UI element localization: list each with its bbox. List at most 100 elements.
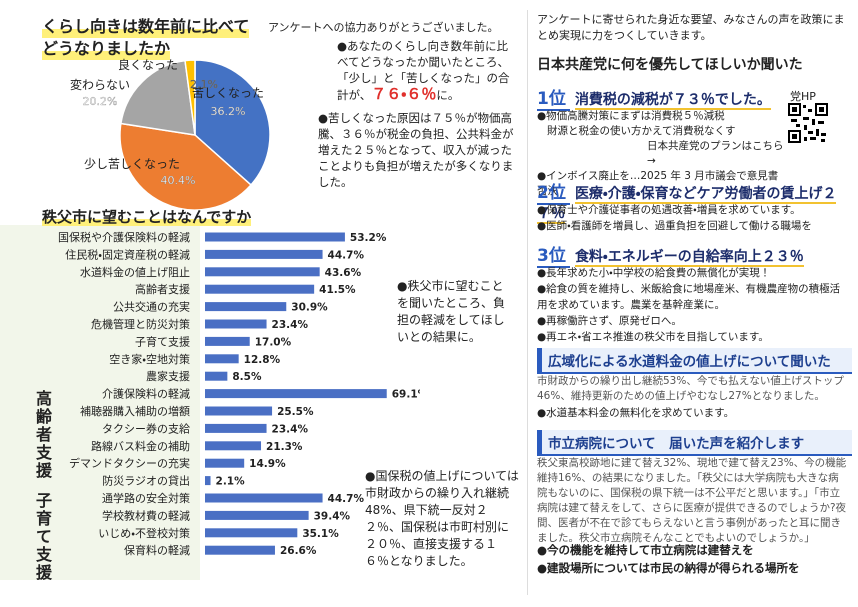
item: ●再エネ・省エネ推進の秩父市を目指しています。 — [537, 331, 769, 343]
category-label: 国保税や介護保険料の軽減 — [58, 230, 190, 244]
value-label: 17.0% — [255, 336, 292, 348]
value-label: 23.4% — [272, 423, 309, 435]
intro: アンケートへの協力ありがとうございました。 — [268, 21, 499, 34]
list: ●長年求めた小・中学校の給食費の無償化が実現！ ●給食の質を維持し、米飯給食に地… — [537, 265, 849, 345]
value-label: 8.5% — [232, 371, 262, 383]
bar — [205, 545, 275, 555]
paragraph: ●苦しくなった原因は７５％が物価高騰、３６％が税金の負担、公共料金が増えた２５％… — [318, 111, 514, 189]
slice-label: 少し苦しくなった — [84, 157, 180, 171]
value-label: 26.6% — [280, 545, 317, 557]
value-label: 14.9% — [249, 458, 286, 470]
text: ●あなたのくらし向き数年前に比べてどうなったか聞いたところ、「少し」と「苦しくな… — [337, 39, 510, 102]
category-label: 補聴器購入補助の増額 — [80, 404, 190, 418]
slice-label: 変わらない — [70, 77, 130, 92]
item: ●水道基本料金の無料化を求めています。 — [537, 407, 735, 419]
paragraph: ●あなたのくらし向き数年前に比べてどうなったか聞いたところ、「少し」と「苦しくな… — [337, 38, 515, 103]
group-label: 子育て支援 — [33, 492, 52, 582]
category-label: 介護保険料の軽減 — [102, 387, 190, 401]
pie-slice — [119, 122, 252, 211]
value-label: 23.4% — [272, 319, 309, 331]
category-label: 住民税・固定資産税の軽減 — [65, 247, 190, 261]
pie-slice — [184, 59, 196, 136]
group-label: 高齢者支援 — [33, 390, 52, 480]
category-label: 高齢者支援 — [135, 282, 190, 296]
bar — [205, 249, 323, 259]
category-label: 危機管理と防災対策 — [91, 317, 190, 331]
category-label: デマンドタクシーの充実 — [69, 456, 190, 470]
value-label: 44.7% — [328, 249, 365, 261]
slice-value: 20.2% — [83, 95, 118, 108]
item: ●物価高騰対策にまずは消費税５％減税 — [537, 110, 725, 122]
bar — [205, 510, 309, 520]
value-label: 53.2% — [350, 232, 387, 244]
bar — [205, 493, 323, 503]
item: ●長年求めた小・中学校の給食費の無償化が実現！ — [537, 267, 771, 279]
bar — [205, 232, 345, 242]
bar — [205, 458, 245, 468]
pie-title-line: くらし向きは数年前に比べて — [42, 16, 250, 38]
category-label: 通学路の安全対策 — [102, 491, 190, 505]
slice-label: 苦しくなった — [192, 86, 264, 100]
heading: 日本共産党に何を優先してほしいか聞いた — [537, 57, 803, 73]
category-label: 学校教材費の軽減 — [102, 508, 190, 522]
list: ●今の機能を維持して市立病院は建替えを ●建設場所については市民の納得が得られる… — [537, 541, 799, 577]
bar — [205, 336, 250, 346]
value-label: 44.7% — [328, 493, 365, 505]
item: ●インボイス廃止を…2025 年 3 月市議会で意見書否決 — [537, 170, 779, 197]
category-label: 水道料金の値上げ阻止 — [80, 265, 190, 279]
value-label: 39.4% — [314, 510, 351, 522]
bar — [205, 267, 320, 277]
bar — [205, 441, 262, 451]
value-label: 41.5% — [319, 284, 356, 296]
category-label: 保育料の軽減 — [124, 543, 190, 557]
category-label: 農家支援 — [146, 369, 190, 383]
rank: 3位 — [537, 246, 570, 268]
category-label: 子育て支援 — [135, 334, 190, 348]
bar — [205, 476, 211, 486]
value-label: 35.1% — [302, 528, 339, 540]
item: ●再稼働許さず、原発ゼロへ。 — [537, 315, 682, 327]
section-heading: 広域化による水道料金の値上げについて聞いた — [537, 348, 852, 374]
category-label: いじめ・不登校対策 — [98, 526, 190, 540]
item: 日本共産党のプランはこちら→ — [647, 140, 784, 167]
slice-label: 良くなった — [118, 57, 178, 72]
rank-title: 食料・エネルギーの自給率向上２３％ — [574, 249, 804, 267]
value-label: 25.5% — [277, 406, 314, 418]
value-label: 2.1% — [216, 476, 246, 488]
note: ●秩父市に望むことを聞いたところ、負担の軽減をしてほしいとの結果に。 — [397, 279, 506, 344]
bar — [205, 354, 239, 364]
bar — [205, 389, 387, 399]
value-label: 69.1% — [392, 389, 420, 401]
item: 財源と税金の使い方かえて消費税なくす — [547, 125, 736, 137]
value-label: 30.9% — [291, 302, 328, 314]
category-label: タクシー券の支給 — [102, 421, 190, 435]
qr-code[interactable] — [788, 103, 828, 143]
pie-title: くらし向きは数年前に比べて どうなりましたか — [42, 16, 250, 60]
value-label: 21.3% — [266, 441, 303, 453]
item: ●給食の質を維持し、米飯給食に地場産米、有機農産物の積極活用を求めています。農業… — [537, 283, 841, 311]
section-heading: 市立病院について 届いた声を紹介します — [537, 430, 852, 456]
category-label: 公共交通の充実 — [113, 301, 190, 314]
bar-title: 秩父市に望むことはなんですか — [42, 208, 252, 226]
rank: 1位 — [537, 89, 570, 111]
category-label: 路線バス料金の補助 — [91, 439, 190, 453]
rank-title: 消費税の減税が７３％でした。 — [574, 92, 771, 110]
pie-title-line: どうなりましたか — [42, 38, 171, 60]
text: に。 — [436, 88, 460, 102]
item: ●今の機能を維持して市立病院は建替えを — [537, 543, 754, 557]
bar — [205, 371, 228, 381]
category-label: 防災ラジオの貸出 — [102, 474, 190, 488]
rank-title: 医療・介護・保育などケア労働者の賃上げ２７％ — [537, 186, 837, 224]
bar — [205, 528, 298, 538]
label-panel — [0, 225, 200, 580]
value-label: 43.6% — [325, 267, 362, 279]
item: ●医師・看護師を増員し、過重負担を回避して働ける職場を — [537, 220, 812, 232]
bar — [205, 302, 287, 312]
list: ●物価高騰対策にまずは消費税５％減税 財源と税金の使い方かえて消費税なくす 日本… — [537, 109, 787, 199]
intro: アンケートに寄せられた身近な要望、みなさんの声を政策にまとめ実現に力をつくしてい… — [537, 13, 845, 42]
bar-chart: 国保税や介護保険料の軽減 53.2% 住民税・固定資産税の軽減 44.7% 水道料金の値… — [58, 230, 420, 557]
note: ●国保税の値上げについては市財政からの繰り入れ継続48%、県下統一反対２２％、国… — [365, 469, 519, 568]
rank: 2位 — [537, 183, 570, 205]
